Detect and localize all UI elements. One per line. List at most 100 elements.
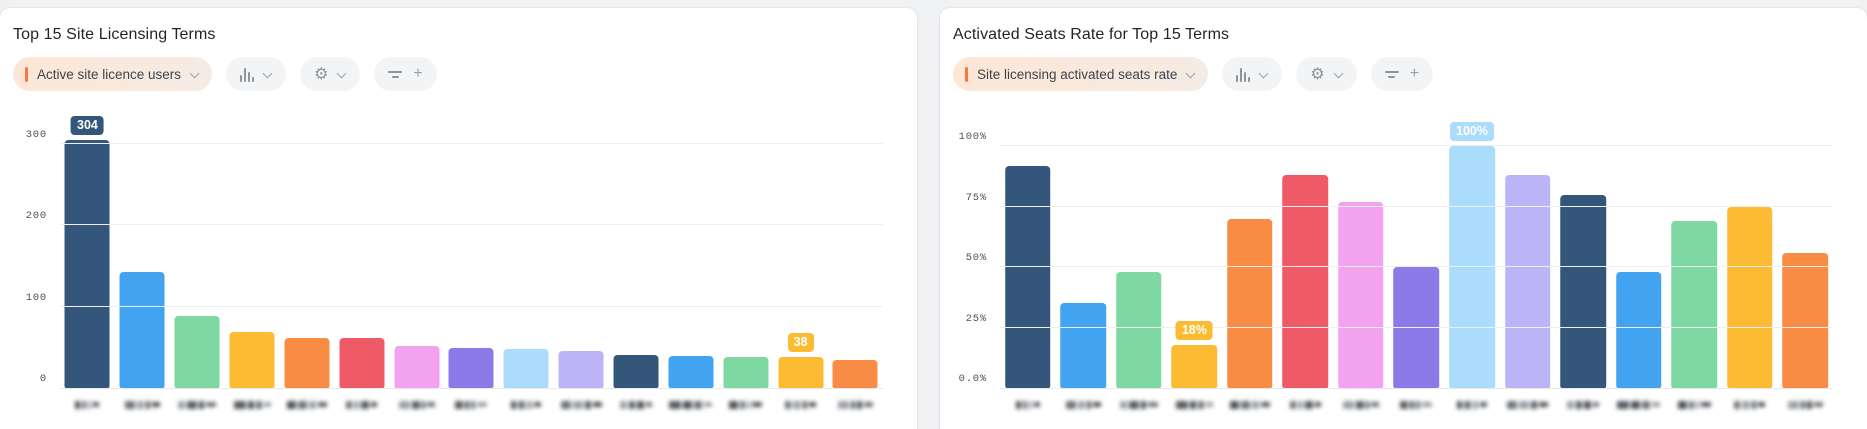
x-slot	[1722, 399, 1778, 410]
bar-value-badge: 18%	[1175, 320, 1213, 340]
bar-chart: 18% 100% 100% 75% 50% 25% 0.0%	[940, 103, 1867, 410]
chart-type-pill[interactable]	[1222, 57, 1283, 91]
bar[interactable]	[1560, 194, 1606, 388]
bar-slot	[718, 103, 773, 388]
bar-slot	[1111, 103, 1167, 388]
chevron-down-icon	[1334, 68, 1343, 77]
bar[interactable]	[1338, 202, 1384, 388]
series-filter-pill[interactable]: Site licensing activated seats rate	[953, 57, 1209, 91]
x-slot	[1555, 399, 1611, 410]
x-axis-label-redacted	[346, 399, 378, 410]
x-slot	[718, 399, 773, 410]
x-axis-labels	[60, 399, 883, 410]
bar[interactable]	[1782, 252, 1828, 388]
x-slot	[389, 399, 444, 410]
x-slot	[828, 399, 883, 410]
x-slot	[1333, 399, 1389, 410]
x-slot	[1444, 399, 1500, 410]
x-axis-label-redacted	[1457, 399, 1488, 410]
y-axis-tick-label: 200	[25, 210, 47, 223]
chevron-down-icon	[337, 68, 346, 77]
bar[interactable]	[339, 338, 385, 388]
bar-slot	[1611, 103, 1667, 388]
x-slot	[1389, 399, 1445, 410]
bar[interactable]	[1227, 218, 1273, 388]
bar-chart-icon	[1236, 67, 1251, 82]
bar[interactable]	[1060, 303, 1107, 388]
bar[interactable]	[613, 355, 659, 388]
x-axis-label-redacted	[1119, 399, 1158, 410]
x-slot	[225, 399, 280, 410]
x-axis-label-redacted	[560, 399, 602, 410]
bar[interactable]	[448, 348, 494, 388]
x-axis-label-redacted	[1677, 399, 1711, 410]
bar[interactable]	[1393, 267, 1440, 388]
series-filter-label: Active site licence users	[37, 66, 182, 82]
bar-value-badge: 38	[787, 333, 814, 353]
x-axis-label-redacted	[286, 399, 327, 410]
x-axis-label-redacted	[178, 399, 217, 410]
filter-add-pill[interactable]: +	[1370, 57, 1434, 91]
x-slot	[1111, 399, 1167, 410]
x-slot	[60, 399, 115, 410]
bar-value-badge: 304	[70, 116, 104, 136]
chart-type-pill[interactable]	[226, 57, 287, 91]
x-axis-label-redacted	[1787, 399, 1823, 410]
y-axis-tick-label: 300	[25, 128, 47, 141]
bar-slot: 38	[773, 103, 828, 388]
gridline	[60, 305, 883, 307]
x-slot	[554, 399, 609, 410]
x-slot	[1666, 399, 1722, 410]
card-activated-seats-rate: Activated Seats Rate for Top 15 Terms Si…	[940, 8, 1867, 429]
bar-slot	[1389, 103, 1445, 388]
bar[interactable]	[1282, 175, 1329, 388]
series-filter-pill[interactable]: Active site licence users	[13, 57, 213, 91]
bar[interactable]	[1615, 272, 1662, 388]
x-slot	[1611, 399, 1667, 410]
y-axis-tick-label: 100	[25, 291, 47, 304]
page-title: Activated Seats Rate for Top 15 Terms	[953, 26, 1230, 43]
bar[interactable]	[1005, 165, 1051, 388]
x-axis-label-redacted	[729, 399, 763, 410]
x-slot	[1222, 399, 1278, 410]
bar-slot	[1777, 103, 1833, 388]
gridline	[1000, 326, 1833, 328]
series-accent-bar-icon	[965, 66, 968, 82]
x-slot	[334, 399, 389, 410]
bar[interactable]	[1116, 272, 1162, 388]
bar[interactable]	[394, 345, 440, 388]
x-axis-label-redacted	[669, 399, 713, 410]
filter-add-pill[interactable]: +	[374, 57, 437, 91]
x-axis-label-redacted	[837, 399, 873, 410]
bar[interactable]	[668, 356, 714, 388]
bar[interactable]	[119, 272, 165, 388]
bar[interactable]	[778, 357, 824, 388]
bar[interactable]	[558, 350, 604, 388]
bar[interactable]	[229, 331, 275, 388]
x-axis-label-redacted	[455, 399, 488, 410]
bar[interactable]	[174, 316, 220, 388]
bar[interactable]	[1171, 344, 1218, 388]
x-axis-label-redacted	[124, 399, 160, 410]
x-axis-label-redacted	[1229, 399, 1270, 410]
bar[interactable]	[503, 348, 549, 388]
bar-slot	[1666, 103, 1722, 388]
series-accent-bar-icon	[25, 66, 28, 82]
x-axis-label-redacted	[785, 399, 817, 410]
bar[interactable]	[723, 357, 769, 388]
x-axis-label-redacted	[620, 399, 653, 410]
bar[interactable]	[832, 359, 878, 388]
x-axis-label-redacted	[1065, 399, 1101, 410]
bar[interactable]	[1726, 206, 1773, 388]
bar-slot	[1222, 103, 1278, 388]
bars-container: 304 38	[60, 103, 883, 388]
bar[interactable]	[64, 140, 110, 388]
bar[interactable]	[1671, 221, 1717, 388]
bar[interactable]	[284, 337, 330, 388]
bar-slot	[170, 103, 225, 388]
settings-pill[interactable]: ⚙	[1296, 57, 1357, 91]
bar[interactable]	[1504, 175, 1551, 388]
plot-area: 304 38 300 200 100 0	[26, 103, 883, 389]
settings-pill[interactable]: ⚙	[300, 57, 361, 91]
x-slot	[1278, 399, 1334, 410]
